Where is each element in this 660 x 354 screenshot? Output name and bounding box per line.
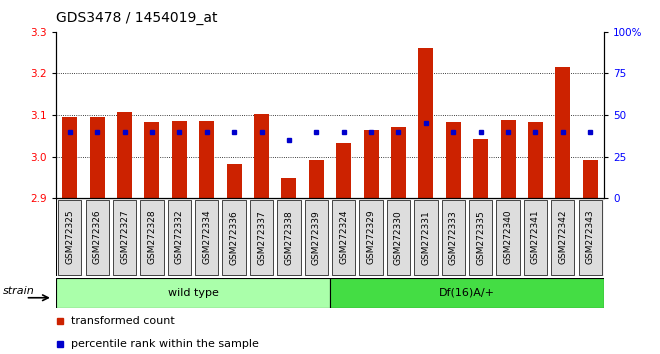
Text: GSM272326: GSM272326 — [92, 210, 102, 264]
Text: GSM272342: GSM272342 — [558, 210, 568, 264]
Text: GSM272333: GSM272333 — [449, 210, 458, 264]
Bar — [446, 122, 461, 198]
Bar — [90, 117, 105, 198]
Text: GSM272327: GSM272327 — [120, 210, 129, 264]
FancyBboxPatch shape — [496, 200, 519, 275]
Bar — [418, 48, 434, 198]
Text: wild type: wild type — [168, 288, 218, 298]
Bar — [199, 121, 214, 198]
FancyBboxPatch shape — [330, 278, 604, 308]
FancyBboxPatch shape — [332, 200, 355, 275]
Bar — [500, 120, 515, 198]
Bar — [555, 67, 570, 198]
Bar — [336, 143, 351, 198]
Text: GSM272325: GSM272325 — [65, 210, 75, 264]
Bar — [172, 121, 187, 198]
FancyBboxPatch shape — [360, 200, 383, 275]
FancyBboxPatch shape — [469, 200, 492, 275]
Bar — [309, 160, 324, 198]
Bar — [117, 112, 132, 198]
FancyBboxPatch shape — [113, 200, 136, 275]
Text: GSM272340: GSM272340 — [504, 210, 513, 264]
FancyBboxPatch shape — [250, 200, 273, 275]
Text: GSM272336: GSM272336 — [230, 210, 239, 264]
Bar — [528, 122, 543, 198]
Text: GDS3478 / 1454019_at: GDS3478 / 1454019_at — [56, 11, 218, 25]
Text: percentile rank within the sample: percentile rank within the sample — [71, 339, 259, 349]
Bar — [281, 178, 296, 198]
FancyBboxPatch shape — [442, 200, 465, 275]
Bar — [583, 160, 598, 198]
Bar — [391, 127, 406, 198]
Text: GSM272341: GSM272341 — [531, 210, 540, 264]
Bar — [62, 117, 77, 198]
Bar — [364, 130, 379, 198]
FancyBboxPatch shape — [387, 200, 410, 275]
Text: strain: strain — [3, 286, 35, 296]
Text: Df(16)A/+: Df(16)A/+ — [439, 288, 495, 298]
FancyBboxPatch shape — [524, 200, 547, 275]
Text: GSM272328: GSM272328 — [147, 210, 156, 264]
FancyBboxPatch shape — [414, 200, 438, 275]
FancyBboxPatch shape — [141, 200, 164, 275]
FancyBboxPatch shape — [305, 200, 328, 275]
FancyBboxPatch shape — [86, 200, 109, 275]
FancyBboxPatch shape — [551, 200, 574, 275]
FancyBboxPatch shape — [56, 278, 330, 308]
Text: GSM272343: GSM272343 — [585, 210, 595, 264]
Text: GSM272334: GSM272334 — [202, 210, 211, 264]
FancyBboxPatch shape — [277, 200, 300, 275]
Text: GSM272335: GSM272335 — [476, 210, 485, 264]
FancyBboxPatch shape — [168, 200, 191, 275]
Text: GSM272337: GSM272337 — [257, 210, 266, 264]
FancyBboxPatch shape — [579, 200, 602, 275]
Text: GSM272329: GSM272329 — [366, 210, 376, 264]
Text: GSM272338: GSM272338 — [284, 210, 294, 264]
FancyBboxPatch shape — [58, 200, 81, 275]
Bar — [226, 164, 242, 198]
Bar — [254, 114, 269, 198]
Text: GSM272339: GSM272339 — [312, 210, 321, 264]
Text: GSM272331: GSM272331 — [421, 210, 430, 264]
Text: GSM272324: GSM272324 — [339, 210, 348, 264]
Text: GSM272332: GSM272332 — [175, 210, 184, 264]
Text: transformed count: transformed count — [71, 316, 175, 326]
Bar — [473, 139, 488, 198]
FancyBboxPatch shape — [195, 200, 218, 275]
Bar — [145, 122, 160, 198]
FancyBboxPatch shape — [222, 200, 246, 275]
Text: GSM272330: GSM272330 — [394, 210, 403, 264]
